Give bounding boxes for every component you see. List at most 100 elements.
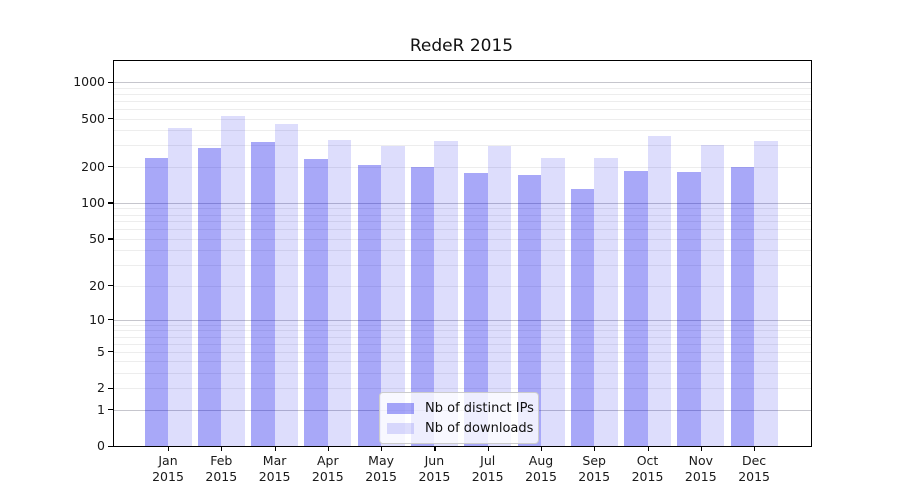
year-label: 2015: [738, 469, 770, 484]
x-axis-tick-label-apr: Apr 2015: [298, 453, 358, 485]
x-axis-tick: [754, 446, 756, 451]
legend-swatch-downloads: [387, 422, 414, 434]
x-axis-tick: [168, 446, 170, 451]
x-axis-tick-label-jul: Jul 2015: [458, 453, 518, 485]
y-axis-tick-label: 20: [89, 277, 105, 293]
bar-nb-of-distinct-ips-may: [357, 165, 382, 446]
month-label: Apr: [316, 453, 339, 468]
y-axis-tick: [108, 118, 114, 120]
gridline-minor: [114, 93, 811, 95]
bar-nb-of-distinct-ips-nov: [677, 172, 701, 446]
x-axis-tick: [541, 446, 543, 451]
year-label: 2015: [311, 469, 344, 484]
gridline-minor: [114, 100, 811, 102]
bar-nb-of-downloads-feb: [221, 116, 245, 446]
gridline-minor: [114, 388, 811, 390]
gridline-minor: [114, 108, 811, 110]
year-label: 2015: [684, 469, 717, 484]
year-label: 2015: [471, 469, 504, 484]
x-axis-tick-label-sep: Sep 2015: [564, 453, 624, 485]
y-axis-tick-label: 1: [97, 401, 105, 417]
x-axis-tick-label-mar: Mar 2015: [245, 453, 305, 485]
gridline-minor: [114, 265, 811, 267]
month-label: Feb: [210, 453, 233, 468]
month-label: Dec: [741, 453, 767, 468]
year-label: 2015: [365, 469, 397, 484]
gridline-minor: [114, 361, 811, 363]
y-axis-tick: [108, 238, 114, 240]
legend-label-downloads: Nb of downloads: [425, 420, 534, 436]
legend-swatch-distinct-ips: [387, 402, 414, 414]
bar-nb-of-distinct-ips-feb: [197, 148, 222, 446]
bar-nb-of-downloads-mar: [274, 124, 299, 446]
x-axis-tick: [327, 446, 329, 451]
x-axis-tick: [487, 446, 489, 451]
year-label: 2015: [578, 469, 611, 484]
x-axis-tick-label-jan: Jan 2015: [138, 453, 198, 485]
x-axis-tick: [274, 446, 276, 451]
y-axis-tick: [108, 409, 114, 411]
x-axis-tick: [221, 446, 223, 451]
y-axis-tick: [108, 351, 114, 353]
x-axis-tick: [700, 446, 702, 451]
y-axis-tick-label: 1000: [73, 74, 105, 89]
y-axis-tick-label: 200: [81, 158, 105, 174]
bar-nb-of-downloads-oct: [647, 135, 671, 446]
gridline-minor: [114, 285, 811, 287]
month-label: Oct: [636, 453, 659, 468]
gridline-major: [114, 202, 811, 204]
legend: Nb of distinct IPs Nb of downloads: [379, 392, 539, 444]
year-label: 2015: [205, 469, 238, 484]
bar-nb-of-downloads-may: [381, 146, 405, 446]
gridline-minor: [114, 221, 811, 223]
year-label: 2015: [418, 469, 451, 484]
bar-nb-of-downloads-nov: [700, 145, 725, 446]
x-axis-tick-label-dec: Dec 2015: [724, 453, 784, 485]
gridline-minor: [114, 87, 811, 89]
x-axis-tick-label-feb: Feb 2015: [191, 453, 251, 485]
bar-nb-of-distinct-ips-aug: [517, 175, 541, 446]
gridline-major: [114, 319, 811, 321]
y-axis-tick: [108, 285, 114, 287]
y-axis-tick-label: 0: [97, 438, 105, 453]
y-axis-tick-label: 2: [97, 380, 105, 396]
gridline-minor: [114, 208, 811, 210]
x-axis-tick: [647, 446, 649, 451]
month-label: Nov: [688, 453, 713, 468]
month-label: Aug: [528, 453, 554, 468]
month-label: May: [368, 453, 395, 468]
bar-nb-of-distinct-ips-sep: [570, 188, 595, 446]
month-label: Jul: [480, 453, 496, 468]
gridline-minor: [114, 118, 811, 120]
x-axis-tick-label-nov: Nov 2015: [671, 453, 731, 485]
x-axis-tick-label-aug: Aug 2015: [511, 453, 571, 485]
gridline-major: [114, 82, 811, 83]
year-label: 2015: [525, 469, 557, 484]
gridline-minor: [114, 130, 811, 132]
bar-nb-of-downloads-aug: [541, 157, 565, 446]
gridline-minor: [114, 214, 811, 216]
gridline-minor: [114, 238, 811, 240]
bar-nb-of-distinct-ips-apr: [304, 159, 328, 446]
month-label: Sep: [582, 453, 606, 468]
gridline-minor: [114, 229, 811, 231]
y-axis-tick-label: 500: [81, 110, 105, 126]
y-axis-tick: [108, 81, 114, 83]
gridline-minor: [114, 250, 811, 252]
plot-area: 0 1 2 5 10 20 50 100 200 500 1000 Jan 2015 Feb 2015 Mar…: [73, 60, 812, 484]
year-label: 2015: [152, 469, 184, 484]
gridline-minor: [114, 166, 811, 168]
month-label: Mar: [262, 453, 287, 468]
y-axis-tick: [108, 387, 114, 389]
gridline-minor: [114, 145, 811, 147]
month-label: Jan: [158, 453, 178, 468]
bar-nb-of-distinct-ips-mar: [251, 142, 275, 446]
y-axis-tick: [108, 319, 114, 321]
year-label: 2015: [258, 469, 291, 484]
y-axis-tick: [108, 445, 114, 447]
bar-nb-of-downloads-sep: [594, 158, 618, 446]
chart-title: RedeR 2015: [409, 36, 514, 56]
bar-nb-of-distinct-ips-oct: [624, 171, 648, 446]
legend-label-distinct-ips: Nb of distinct IPs: [425, 400, 534, 416]
